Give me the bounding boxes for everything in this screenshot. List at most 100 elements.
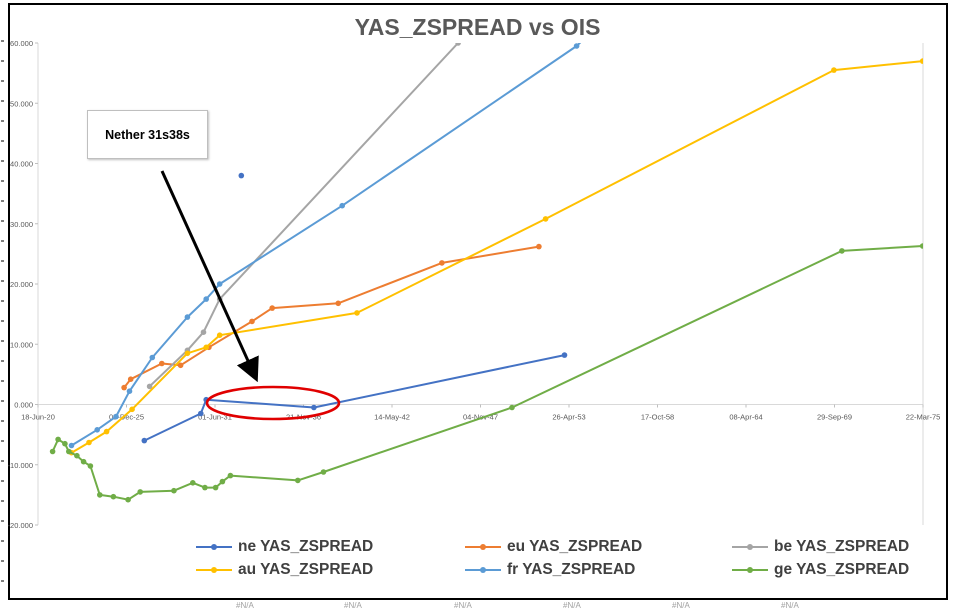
y-tick-label: 50.000 (10, 99, 33, 108)
data-point-ge[interactable] (202, 484, 208, 491)
data-point-fr[interactable] (573, 43, 580, 49)
data-point-au[interactable] (103, 428, 110, 435)
annotation-layer (160, 170, 341, 421)
callout-textbox[interactable]: Nether 31s38s (87, 110, 208, 159)
data-point-fr[interactable] (149, 354, 156, 361)
series-au[interactable] (68, 58, 926, 456)
data-point-ge[interactable] (919, 243, 926, 249)
series-ne[interactable] (141, 172, 568, 444)
series-ge[interactable] (49, 243, 926, 503)
data-point-ge[interactable] (80, 458, 87, 465)
axes: 60.000 50.000 40.000 30.000 20.000 10.000 0.00… (8, 39, 941, 530)
data-point-fr[interactable] (113, 413, 119, 420)
y-tick-label: 60.000 (10, 39, 33, 48)
y-tick-label: -20.000 (8, 521, 33, 530)
data-point-fr[interactable] (184, 314, 191, 320)
x-tick-label: 18-Jun-20 (21, 413, 55, 422)
data-point-au[interactable] (86, 439, 92, 446)
cell-na-value: #N/A (236, 601, 254, 610)
data-point-au[interactable] (542, 216, 549, 222)
data-point-au[interactable] (203, 344, 209, 351)
x-tick-label: 08-Apr-64 (729, 413, 762, 422)
x-tick-label: 29-Sep-69 (817, 413, 852, 422)
cell-na-value: #N/A (454, 601, 472, 610)
data-point-ne[interactable] (198, 410, 204, 417)
data-point-fr[interactable] (203, 296, 209, 302)
data-point-au[interactable] (831, 67, 837, 73)
x-tick-label: 17-Oct-58 (641, 413, 674, 422)
data-point-ge[interactable] (171, 487, 177, 494)
data-point-au[interactable] (216, 332, 223, 339)
data-point-au[interactable] (129, 406, 135, 413)
annotation-arrow[interactable] (160, 170, 259, 383)
y-tick-label: -10.000 (8, 461, 33, 470)
data-point-ge[interactable] (212, 484, 219, 491)
data-point-fr[interactable] (94, 427, 100, 433)
data-point-ge[interactable] (87, 463, 94, 469)
data-point-au[interactable] (184, 350, 191, 357)
data-point-au[interactable] (354, 310, 360, 316)
series-layer (49, 37, 926, 503)
data-point-eu[interactable] (121, 384, 127, 391)
data-point-eu[interactable] (269, 305, 276, 311)
data-point-fr[interactable] (126, 388, 133, 395)
data-point-ne[interactable] (561, 352, 568, 358)
chart-frame[interactable] (8, 3, 948, 600)
data-point-ge[interactable] (110, 493, 117, 500)
data-point-ge[interactable] (66, 448, 72, 455)
data-point-ge[interactable] (839, 248, 845, 254)
data-point-ge[interactable] (509, 404, 515, 411)
data-point-ne[interactable] (238, 172, 245, 179)
data-point-ge[interactable] (137, 489, 143, 495)
y-tick-label: 20.000 (10, 280, 33, 289)
series-line-ge[interactable] (51, 245, 923, 501)
x-tick-label: 04-Nov-47 (463, 413, 498, 422)
data-point-ge[interactable] (190, 480, 196, 486)
y-tick-label: 0.000 (14, 401, 33, 410)
row-markers (1, 40, 4, 582)
data-point-ge[interactable] (219, 478, 226, 485)
data-point-eu[interactable] (335, 300, 342, 307)
x-tick-label: 22-Mar-75 (906, 413, 941, 422)
data-point-ne[interactable] (311, 404, 317, 411)
x-tick-label: 09-Dec-25 (109, 413, 144, 422)
cell-na-value: #N/A (781, 601, 799, 610)
data-point-ge[interactable] (320, 469, 327, 475)
data-point-ge[interactable] (295, 477, 301, 484)
data-point-ge[interactable] (125, 496, 131, 503)
data-point-fr[interactable] (68, 442, 75, 449)
data-point-ge[interactable] (49, 448, 56, 455)
data-point-fr[interactable] (339, 202, 346, 209)
data-point-ge[interactable] (55, 436, 61, 443)
data-point-ge[interactable] (227, 472, 234, 479)
data-point-eu[interactable] (536, 243, 542, 250)
cell-na-value: #N/A (672, 601, 690, 610)
series-line-be[interactable] (148, 43, 459, 388)
data-point-ge[interactable] (74, 452, 80, 459)
data-point-be[interactable] (200, 329, 207, 336)
data-point-be[interactable] (146, 383, 153, 390)
y-tick-label: 10.000 (10, 340, 33, 349)
data-point-eu[interactable] (177, 362, 184, 369)
data-point-au[interactable] (919, 58, 926, 64)
chart-title: YAS_ZSPREAD vs OIS (354, 14, 601, 40)
y-tick-label: 40.000 (10, 160, 33, 169)
data-point-eu[interactable] (127, 376, 134, 383)
highlight-ellipse[interactable] (205, 385, 341, 421)
y-tick-label: 30.000 (10, 220, 33, 229)
data-point-ge[interactable] (97, 492, 103, 498)
series-be[interactable] (146, 40, 461, 390)
cell-na-value: #N/A (344, 601, 362, 610)
data-point-fr[interactable] (216, 281, 223, 287)
x-tick-label: 01-Jun-31 (198, 413, 232, 422)
data-point-eu[interactable] (159, 360, 165, 367)
data-point-eu[interactable] (249, 318, 255, 325)
data-point-be[interactable] (455, 40, 461, 46)
data-point-ge[interactable] (62, 440, 68, 447)
x-tick-label: 26-Apr-53 (552, 413, 585, 422)
data-point-eu[interactable] (439, 260, 445, 266)
data-point-ne[interactable] (141, 437, 148, 444)
series-fr[interactable] (68, 37, 586, 449)
